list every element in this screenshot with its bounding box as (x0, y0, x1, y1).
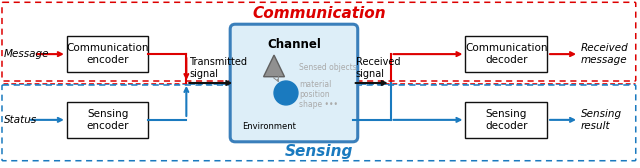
Text: Transmitted
signal: Transmitted signal (189, 57, 247, 79)
Text: Message: Message (4, 49, 49, 59)
Text: Communication
decoder: Communication decoder (465, 43, 547, 65)
FancyBboxPatch shape (465, 36, 547, 72)
Text: Sensing
encoder: Sensing encoder (86, 109, 129, 131)
Text: Received
message: Received message (581, 43, 628, 65)
Text: Environment: Environment (242, 122, 296, 131)
Text: material: material (299, 80, 332, 90)
Text: Communication: Communication (252, 6, 386, 21)
FancyBboxPatch shape (465, 102, 547, 138)
Text: Sensed objects: Sensed objects (299, 62, 356, 72)
Text: Received
signal: Received signal (356, 57, 400, 79)
Text: Status: Status (4, 115, 37, 125)
Text: Communication
encoder: Communication encoder (67, 43, 149, 65)
Text: Sensing: Sensing (285, 144, 353, 159)
Text: shape •••: shape ••• (299, 100, 338, 109)
Text: Sensing
decoder: Sensing decoder (485, 109, 527, 131)
Polygon shape (264, 55, 285, 77)
Circle shape (274, 81, 298, 105)
FancyBboxPatch shape (67, 102, 148, 138)
FancyBboxPatch shape (67, 36, 148, 72)
FancyBboxPatch shape (230, 24, 358, 142)
Text: position: position (299, 90, 330, 99)
Text: Channel: Channel (267, 38, 321, 51)
Text: Sensing
result: Sensing result (581, 109, 622, 131)
